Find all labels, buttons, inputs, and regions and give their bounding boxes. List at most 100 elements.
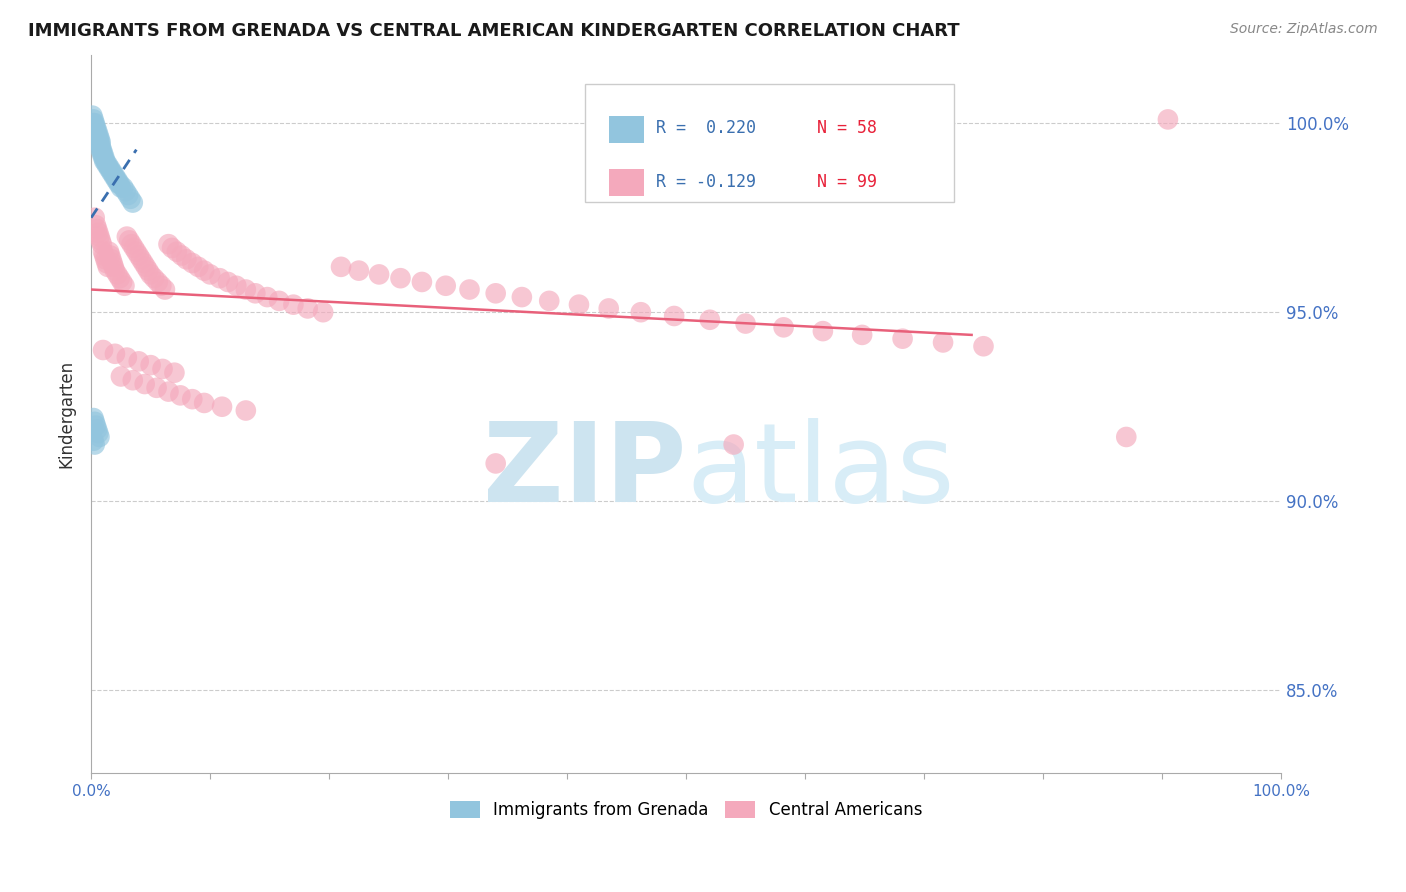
Point	[851, 327, 873, 342]
Point	[86, 131, 108, 145]
Point	[411, 275, 433, 289]
Point	[114, 184, 136, 198]
Point	[107, 177, 129, 191]
Point	[97, 158, 120, 172]
Point	[145, 381, 167, 395]
Point	[117, 188, 139, 202]
Point	[434, 278, 457, 293]
Point	[93, 150, 115, 164]
Point	[166, 244, 188, 259]
Point	[83, 128, 105, 142]
Point	[105, 173, 128, 187]
Point	[86, 124, 108, 138]
Point	[104, 263, 127, 277]
Point	[157, 237, 180, 252]
Point	[772, 320, 794, 334]
Point	[84, 128, 107, 142]
Point	[368, 268, 391, 282]
Point	[83, 411, 105, 425]
Point	[568, 298, 591, 312]
Point	[225, 278, 247, 293]
Point	[211, 400, 233, 414]
Point	[91, 150, 114, 164]
Point	[100, 252, 122, 267]
Point	[297, 301, 319, 316]
Point	[90, 143, 112, 157]
Point	[973, 339, 995, 353]
Point	[83, 120, 105, 134]
Point	[112, 180, 135, 194]
Point	[176, 252, 198, 267]
Point	[139, 268, 162, 282]
Point	[100, 165, 122, 179]
Point	[723, 437, 745, 451]
Point	[97, 260, 120, 274]
Point	[87, 131, 110, 145]
Point	[235, 283, 257, 297]
Point	[1115, 430, 1137, 444]
Point	[84, 120, 107, 134]
Point	[105, 173, 128, 187]
Point	[283, 298, 305, 312]
Point	[83, 116, 105, 130]
Point	[330, 260, 353, 274]
Text: atlas: atlas	[686, 418, 955, 525]
Point	[132, 256, 155, 270]
Point	[121, 195, 143, 210]
Point	[83, 124, 105, 138]
Point	[96, 158, 118, 172]
Point	[312, 305, 335, 319]
Point	[170, 248, 193, 262]
Point	[87, 426, 110, 441]
Point	[157, 384, 180, 399]
Point	[121, 237, 143, 252]
Point	[89, 135, 111, 149]
Point	[87, 128, 110, 142]
Point	[121, 373, 143, 387]
Point	[89, 229, 111, 244]
Point	[105, 268, 128, 282]
Point	[389, 271, 412, 285]
Point	[89, 131, 111, 145]
Point	[932, 335, 955, 350]
Text: R = -0.129: R = -0.129	[657, 173, 756, 191]
Point	[662, 309, 685, 323]
Point	[891, 332, 914, 346]
Point	[187, 260, 209, 274]
Point	[734, 317, 756, 331]
Point	[269, 293, 291, 308]
Text: ZIP: ZIP	[482, 418, 686, 525]
Point	[181, 392, 204, 406]
Text: IMMIGRANTS FROM GRENADA VS CENTRAL AMERICAN KINDERGARTEN CORRELATION CHART: IMMIGRANTS FROM GRENADA VS CENTRAL AMERI…	[28, 22, 960, 40]
Point	[235, 403, 257, 417]
Point	[87, 135, 110, 149]
Point	[104, 169, 127, 183]
Point	[163, 366, 186, 380]
Point	[128, 354, 150, 368]
Point	[82, 120, 104, 134]
Point	[91, 146, 114, 161]
Point	[150, 278, 173, 293]
Legend: Immigrants from Grenada, Central Americans: Immigrants from Grenada, Central America…	[443, 795, 929, 826]
Point	[120, 192, 142, 206]
Point	[98, 248, 121, 262]
Point	[256, 290, 278, 304]
Point	[90, 237, 112, 252]
Text: R =  0.220: R = 0.220	[657, 120, 756, 137]
Point	[93, 248, 115, 262]
Point	[111, 275, 134, 289]
Point	[538, 293, 561, 308]
Point	[125, 244, 148, 259]
Point	[83, 116, 105, 130]
Point	[122, 241, 145, 255]
Point	[86, 128, 108, 142]
Point	[90, 233, 112, 247]
Point	[82, 109, 104, 123]
Point	[108, 177, 131, 191]
Point	[98, 244, 121, 259]
Point	[94, 153, 117, 168]
Point	[510, 290, 533, 304]
Point	[82, 124, 104, 138]
FancyBboxPatch shape	[585, 84, 953, 202]
Point	[139, 358, 162, 372]
